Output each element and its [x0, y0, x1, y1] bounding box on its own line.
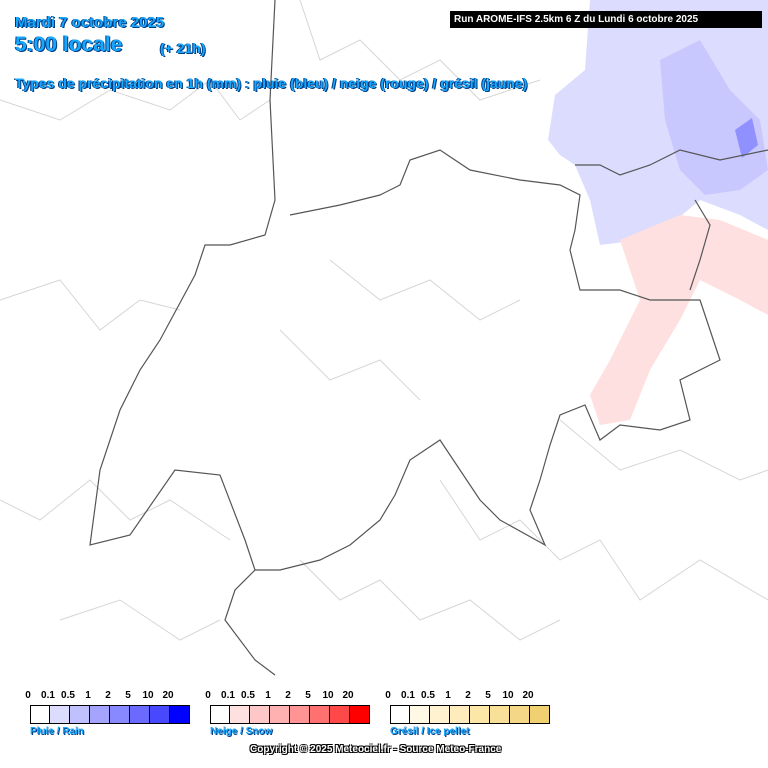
legend-swatch — [410, 705, 430, 724]
map-time: 5:00 locale — [15, 33, 123, 56]
legend-tick-label: 0.1 — [401, 690, 415, 701]
legend-swatch — [350, 705, 370, 724]
legend-swatch — [230, 705, 250, 724]
regions — [0, 0, 768, 641]
legend-tick-label: 20 — [162, 690, 174, 701]
legend-swatch — [290, 705, 310, 724]
legend-swatch — [50, 705, 70, 724]
legend-name: Pluie / Rain — [30, 726, 84, 737]
legend-tick-label: 2 — [285, 690, 291, 701]
legend-name: Grésil / Ice pellet — [390, 726, 470, 737]
legend-swatch — [490, 705, 510, 724]
legend-tick-label: 0 — [205, 690, 211, 701]
legend-swatch — [210, 705, 230, 724]
legend-tick-label: 0.5 — [421, 690, 435, 701]
legend-swatch — [390, 705, 410, 724]
legend-swatch — [130, 705, 150, 724]
legend-tick-label: 20 — [342, 690, 354, 701]
precipitation — [548, 0, 768, 425]
legend-swatch — [90, 705, 110, 724]
copyright: Copyright © 2025 Meteociel.fr - Source M… — [250, 744, 502, 755]
legend-swatch — [70, 705, 90, 724]
legend-swatch — [430, 705, 450, 724]
legend-tick-label: 1 — [85, 690, 91, 701]
borders — [89, 0, 768, 676]
legend-tick-label: 1 — [445, 690, 451, 701]
legend-tick-label: 20 — [522, 690, 534, 701]
legend-swatch — [250, 705, 270, 724]
legend-swatch — [270, 705, 290, 724]
legend-tick-label: 0 — [385, 690, 391, 701]
legend-swatch — [530, 705, 550, 724]
snow-area — [590, 215, 768, 425]
legend-tick-label: 10 — [322, 690, 334, 701]
legend-tick-label: 1 — [265, 690, 271, 701]
legend-tick-label: 5 — [125, 690, 131, 701]
legend-swatch — [110, 705, 130, 724]
legend-tick-label: 0 — [25, 690, 31, 701]
legend-tick-label: 5 — [305, 690, 311, 701]
legend-tick-label: 0.1 — [221, 690, 235, 701]
legend-tick-label: 0.1 — [41, 690, 55, 701]
rain-area — [660, 40, 768, 195]
map-subtitle: Types de précipitation en 1h (mm) : plui… — [15, 75, 528, 91]
legend-swatch — [330, 705, 350, 724]
legend-swatch — [310, 705, 330, 724]
legend-tick-label: 5 — [485, 690, 491, 701]
rain-area — [735, 118, 758, 158]
legend-swatch — [510, 705, 530, 724]
legend-tick-label: 10 — [142, 690, 154, 701]
legend-tick-label: 0.5 — [241, 690, 255, 701]
legend-swatch — [470, 705, 490, 724]
map-date: Mardi 7 octobre 2025 — [15, 14, 165, 31]
legend-tick-label: 2 — [465, 690, 471, 701]
model-run: Run AROME-IFS 2.5km 6 Z du Lundi 6 octob… — [450, 11, 762, 28]
legend-swatch — [30, 705, 50, 724]
legend-name: Neige / Snow — [210, 726, 273, 737]
forecast-lead: (+ 21h) — [160, 40, 206, 56]
legend-swatch — [170, 705, 190, 724]
legend-swatch — [150, 705, 170, 724]
legend-tick-label: 10 — [502, 690, 514, 701]
legend-swatch — [450, 705, 470, 724]
legend-tick-label: 2 — [105, 690, 111, 701]
legend-tick-label: 0.5 — [61, 690, 75, 701]
